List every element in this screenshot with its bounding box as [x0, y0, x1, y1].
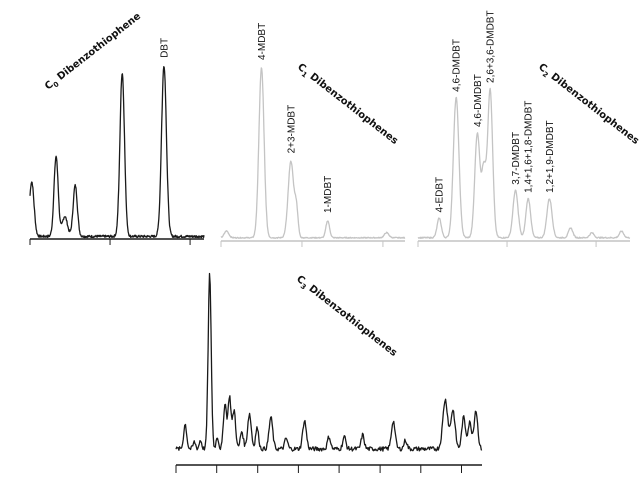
- chart-c2: C2 Dibenzothiophenes4-EDBT4,6-DMDBT4,6-D…: [417, 10, 641, 247]
- peak-label-c1-1: 2+3-MDBT: [286, 105, 297, 154]
- peak-label-c2-2: 4,6-DMDBT: [473, 74, 484, 127]
- series-line-c1: [220, 67, 406, 239]
- peak-label-c2-3: 2,6+3,6-DMDBT: [486, 10, 497, 83]
- series-line-c0: [29, 66, 205, 239]
- peak-label-c0-0: DBT: [159, 38, 170, 58]
- peak-label-c2-1: 4,6-DMDBT: [452, 39, 463, 92]
- peak-label-c2-6: 1,2+1,9-DMDBT: [545, 120, 556, 193]
- chart-panels: C0 Dibenzothiophene DBT C1 Dibenzothiophen…: [29, 10, 641, 473]
- chart-title-c0: C0 Dibenzothiophene: [43, 11, 144, 94]
- peak-label-c2-4: 3,7-DMDBT: [511, 132, 522, 185]
- chart-title-c1: C1 Dibenzothiophenes: [294, 62, 400, 149]
- chart-c1: C1 Dibenzothiophenes 4-MDBT 2+3-MDBT 1-MDBT: [220, 23, 406, 247]
- peak-label-c2-5: 1,4+1,6+1,8-DMDBT: [524, 101, 535, 193]
- series-line-c2: [417, 87, 631, 239]
- peak-label-c1-0: 4-MDBT: [257, 23, 268, 60]
- series-line-c3: [175, 272, 483, 452]
- chart-c3: C3 Dibenzothiophenes: [175, 272, 483, 473]
- chart-c0: C0 Dibenzothiophene DBT: [29, 11, 205, 245]
- chart-title-c3: C3 Dibenzothiophenes: [293, 274, 399, 361]
- peak-label-c1-2: 1-MDBT: [323, 176, 334, 213]
- peak-label-c2-0: 4-EDBT: [435, 177, 446, 213]
